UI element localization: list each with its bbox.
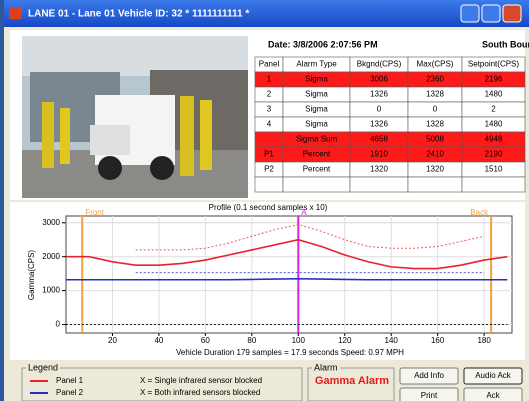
app-icon xyxy=(9,7,22,19)
table-cell xyxy=(282,176,351,193)
y-tick-label: 3000 xyxy=(42,218,60,227)
x-tick-label: 40 xyxy=(154,336,163,345)
column-header: Setpoint(CPS) xyxy=(468,60,519,69)
x-tick-label: 60 xyxy=(201,336,210,345)
table-cell-text: Percent xyxy=(303,165,331,174)
table-cell-text: Sigma xyxy=(305,75,328,84)
chart-title: Profile (0.1 second samples x 10) xyxy=(209,203,328,212)
profile-chart: Profile (0.1 second samples x 10) 0 1000 20… xyxy=(27,203,513,357)
table-cell-text: P2 xyxy=(264,165,274,174)
table-cell xyxy=(254,131,284,148)
table-cell-text: 2196 xyxy=(485,75,503,84)
legend-box: Legend xyxy=(21,362,303,401)
maximize-button[interactable] xyxy=(481,4,501,23)
table-cell xyxy=(254,176,284,193)
button[interactable] xyxy=(463,387,523,401)
table-cell-text: 1326 xyxy=(370,120,388,129)
table-cell-text: 4658 xyxy=(370,135,388,144)
series-line xyxy=(66,238,508,270)
button[interactable] xyxy=(399,387,459,401)
table-cell-text: 1320 xyxy=(426,165,444,174)
table-cell xyxy=(407,176,463,193)
table-cell xyxy=(349,176,409,193)
table-cell-text: 1510 xyxy=(485,165,503,174)
y-tick-label: 2000 xyxy=(42,252,60,261)
table-cell-text: 1328 xyxy=(426,90,444,99)
table-cell-text: Percent xyxy=(303,150,331,159)
y-tick-label: 1000 xyxy=(42,286,60,295)
y-axis-label: Gamma(CPS) xyxy=(27,250,36,301)
button-label[interactable]: Audio Ack xyxy=(475,371,512,380)
column-header: Max(CPS) xyxy=(417,60,454,69)
legend-title: Legend xyxy=(28,362,58,372)
table-cell-text: 2360 xyxy=(426,75,444,84)
table-cell-text: Sigma xyxy=(305,90,328,99)
table-cell-text: 3006 xyxy=(370,75,388,84)
table-cell-text: 0 xyxy=(433,105,438,114)
table-cell-text: 1320 xyxy=(370,165,388,174)
column-header: Bkgnd(CPS) xyxy=(357,60,402,69)
table-cell-text: 3 xyxy=(267,105,272,114)
button-label[interactable]: Add Info xyxy=(414,371,444,380)
x-tick-label: 160 xyxy=(431,336,445,345)
series-line xyxy=(66,277,508,281)
table-cell-text: 1480 xyxy=(485,90,503,99)
results-table: Panel Alarm Type Bkgnd(CPS) Max(CPS) Setpoin… xyxy=(254,56,526,193)
plot-area xyxy=(65,215,513,334)
button-label[interactable]: Ack xyxy=(486,391,500,400)
button[interactable] xyxy=(463,367,523,385)
buttons: Add Info Audio Ack Print Ack xyxy=(399,367,523,401)
button[interactable] xyxy=(399,367,459,385)
date: Date: 3/8/2006 2:07:56 PM xyxy=(268,39,378,49)
table-cell-text: 2410 xyxy=(426,150,444,159)
close-button[interactable] xyxy=(502,4,522,23)
table-cell-text: 2 xyxy=(491,105,496,114)
table-cell-text: 4948 xyxy=(485,135,503,144)
legend-label: Panel 2 xyxy=(56,388,84,397)
x-axis-label: Vehicle Duration 179 samples = 17.9 seco… xyxy=(176,348,404,357)
marker-label: A xyxy=(301,208,307,217)
table-cell-text: 1910 xyxy=(370,150,388,159)
table-cell xyxy=(461,176,526,193)
table-cell-text: 2 xyxy=(267,90,272,99)
minimize-button[interactable] xyxy=(460,4,480,23)
x-tick-label: 180 xyxy=(477,336,491,345)
alarm-title: Alarm xyxy=(314,362,338,372)
window-title: LANE 01 - Lane 01 Vehicle ID: 32 * 11111… xyxy=(28,9,249,20)
marker-label: Front xyxy=(85,208,104,217)
series-line xyxy=(135,223,485,251)
table-cell-text: 1326 xyxy=(370,90,388,99)
x-tick-label: 120 xyxy=(338,336,352,345)
table-cell-text: P1 xyxy=(264,150,274,159)
column-header: Panel xyxy=(259,60,280,69)
table-cell-text: Sigma xyxy=(305,105,328,114)
table-cell-text: Sigma xyxy=(305,120,328,129)
column-header: Alarm Type xyxy=(296,60,337,69)
x-tick-label: 100 xyxy=(292,336,306,345)
table-cell-text: 1328 xyxy=(426,120,444,129)
legend-label: Panel 1 xyxy=(56,376,84,385)
table-cell-text: Sigma Sum xyxy=(296,135,338,144)
y-tick-label: 0 xyxy=(56,320,61,329)
table-cell-text: 1 xyxy=(267,75,272,84)
x-tick-label: 140 xyxy=(385,336,399,345)
table-cell-text: 0 xyxy=(377,105,382,114)
alarm-box: Alarm Gamma Alarm xyxy=(307,362,395,401)
table-cell-text: 2190 xyxy=(485,150,503,159)
table-cell-text: 1480 xyxy=(485,120,503,129)
alarm-status: Gamma Alarm xyxy=(315,375,389,387)
direction: South Bound xyxy=(482,39,529,49)
title-bar xyxy=(4,0,529,27)
legend-note: X = Both infrared sensors blocked xyxy=(140,388,260,397)
button-label[interactable]: Print xyxy=(421,391,438,400)
x-tick-label: 80 xyxy=(247,336,256,345)
table-cell-text: 5008 xyxy=(426,135,444,144)
vehicle-photo xyxy=(22,36,248,198)
legend-note: X = Single infrared sensor blocked xyxy=(140,376,262,385)
marker-label: Back xyxy=(470,208,489,217)
x-tick-label: 20 xyxy=(108,336,117,345)
table-cell-text: 4 xyxy=(267,120,272,129)
